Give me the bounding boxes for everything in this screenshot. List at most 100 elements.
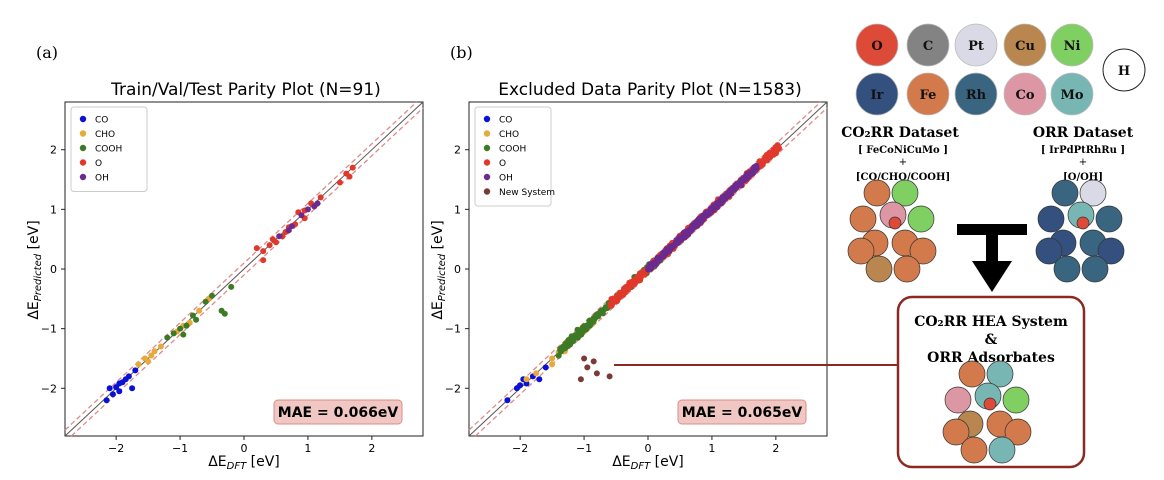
atom [1037,205,1065,233]
atom [988,436,1016,464]
y-tick-label: 0 [50,263,57,276]
data-point-o [317,194,324,201]
data-point-new-system [590,358,597,365]
element-h-icon: H [1102,48,1146,92]
data-point-oh [678,236,685,243]
data-point-cooh [164,334,171,341]
x-tick-label: −2 [108,442,124,455]
data-point-co [542,364,549,371]
element-o-icon: O [855,23,899,67]
chart-b-xlabel: ΔEDFT [eV] [612,454,684,472]
element-ir-icon: Ir [855,72,899,116]
element-color-key: O C Pt Cu Ni H Ir Fe Rh Co Mo [855,23,1146,116]
y-tick-label: −1 [41,323,57,336]
data-point-cho [533,370,540,377]
data-point-o [260,248,267,255]
co2rr-plus: + [899,157,907,168]
svg-text:Rh: Rh [966,88,987,103]
legend-marker [79,144,87,152]
legend-marker [483,115,491,123]
data-point-cooh [189,312,196,319]
svg-text:O: O [871,39,882,54]
chart-a-xlabel: ΔEDFT [eV] [208,454,280,472]
data-point-oh [664,247,671,254]
data-point-o [767,150,773,157]
orr-dataset-label: ORR Dataset [ IrPdPtRhRu ] + [O/OH] [1033,125,1134,183]
parity-plot-excluded: Excluded Data Parity Plot (N=1583) −2−2−… [430,80,828,472]
data-point-oh [734,181,741,188]
chart-a-ylabel: ΔEPredicted [eV] [26,220,44,319]
legend-label: CO [499,116,512,126]
chart-b-mae-box: MAE = 0.065eV [677,399,807,425]
atom [1081,255,1109,283]
data-point-o [336,179,343,186]
data-point-oh [659,252,666,259]
data-point-oh [752,164,759,171]
atom [1035,237,1063,265]
data-point-o [611,297,618,304]
legend-label: O [499,159,506,169]
atom [907,205,935,233]
data-point-oh [288,223,295,230]
co2rr-composition: [ FeCoNiCuMo ] [858,145,948,156]
x-tick-label: 2 [368,442,375,455]
data-point-oh [703,209,710,216]
data-point-o [260,257,267,264]
data-point-oh [668,244,675,251]
merge-arrow-icon [957,224,1027,292]
legend-marker [483,159,491,166]
atom [849,205,877,233]
data-point-cooh [202,298,209,305]
x-tick-label: −1 [576,442,592,455]
data-point-cooh [589,317,596,324]
data-point-oh [713,200,720,207]
result-title: CO₂RR HEA System [914,314,1068,330]
legend-label: COOH [95,145,122,155]
data-point-new-system [577,376,584,383]
atom [944,386,972,414]
data-point-co [106,385,113,392]
adsorbate-atom [1076,216,1090,230]
chart-b-legend: CO CHO COOH O OH New System [474,106,555,207]
atom [960,436,988,464]
y-tick-label: 2 [454,144,461,157]
orr-title: ORR Dataset [1033,125,1134,141]
data-point-oh [746,170,753,177]
svg-text:Ni: Ni [1064,39,1081,54]
legend-label: OH [499,174,513,184]
legend-marker [79,159,87,166]
data-point-o [346,173,353,180]
chart-a-legend: CO CHO COOH O OH [70,106,148,192]
data-point-o [623,284,630,290]
co2rr-surface-cluster [847,179,937,283]
data-point-cooh [580,327,587,334]
data-point-oh [697,215,704,221]
data-point-o [763,154,769,161]
svg-text:Pt: Pt [968,39,984,54]
data-point-cho [148,352,155,359]
data-point-oh [645,264,652,271]
data-point-cho [196,307,203,314]
atom [1095,205,1123,233]
element-c-icon: C [906,23,950,67]
legend-label: OH [95,174,109,184]
adsorbate-atom [888,216,902,230]
upper-band-line [64,101,418,431]
legend-label: CO [95,116,108,126]
data-point-o [253,245,260,252]
data-point-oh [741,175,748,182]
legend-label: CHO [95,130,115,140]
co2rr-dataset-label: CO₂RR Dataset [ FeCoNiCuMo ] + [CO/CHO/C… [841,125,959,183]
panel-label-b: (b) [450,43,473,62]
atom [847,237,875,265]
legend-marker [483,188,491,195]
chart-a-mae-box: MAE = 0.066eV [273,399,403,425]
data-point-cooh [183,322,190,329]
data-point-new-system [584,364,591,371]
atom [1053,255,1081,283]
chart-b-title: Excluded Data Parity Plot (N=1583) [498,80,801,100]
lower-band-line [70,107,424,437]
data-point-cooh [177,325,184,332]
atom [865,255,893,283]
